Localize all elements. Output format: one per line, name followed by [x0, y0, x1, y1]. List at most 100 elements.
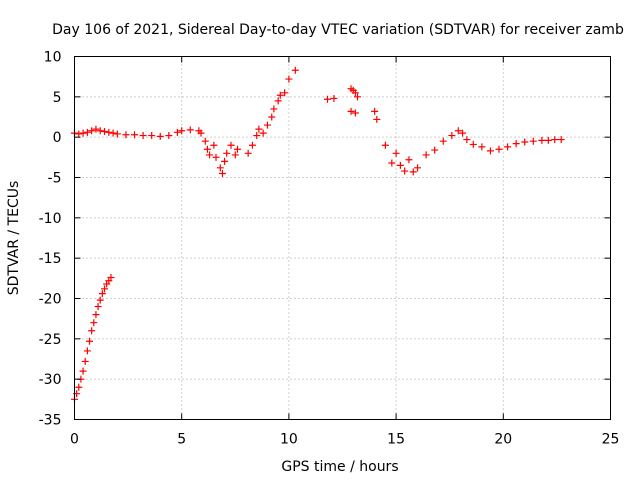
data-point [221, 157, 229, 165]
y-tick-label: -30 [39, 372, 62, 388]
data-point [409, 168, 417, 176]
data-point [538, 136, 546, 144]
data-point [551, 136, 559, 144]
data-point [83, 128, 91, 136]
data-point [521, 138, 529, 146]
x-tick-label: 20 [494, 432, 512, 448]
data-point [439, 137, 447, 145]
data-point [276, 91, 284, 99]
axis-ticks [74, 56, 611, 420]
data-point [486, 147, 494, 155]
data-point [212, 153, 220, 161]
data-point [255, 125, 263, 133]
data-point [156, 132, 164, 140]
data-point [469, 140, 477, 148]
data-point [113, 130, 121, 138]
y-tick-label: -10 [39, 211, 62, 227]
data-point [98, 290, 106, 298]
data-point [218, 169, 226, 177]
data-point [392, 149, 400, 157]
data-point [544, 136, 552, 144]
data-point [216, 164, 224, 172]
data-point [448, 132, 456, 140]
data-point [270, 105, 278, 113]
data-point [96, 296, 104, 304]
data-point [92, 125, 100, 133]
data-point [79, 367, 87, 375]
data-point [529, 137, 537, 145]
data-point [268, 113, 276, 121]
data-point [81, 357, 89, 365]
data-point [201, 137, 209, 145]
y-tick-label: 5 [53, 90, 62, 106]
data-point [463, 136, 471, 144]
chart-title: Day 106 of 2021, Sidereal Day-to-day VTE… [52, 22, 624, 38]
data-point [173, 128, 181, 136]
y-tick-labels: 10 5 0 -5 -10 -15 -20 -25 -30 -35 [39, 50, 62, 429]
data-point [79, 129, 87, 137]
data-point [223, 149, 231, 157]
data-point [75, 130, 83, 138]
data-point [101, 128, 109, 136]
y-tick-label: 10 [44, 50, 62, 66]
data-point [263, 121, 271, 129]
data-point [92, 311, 100, 319]
x-tick-label: 10 [280, 432, 298, 448]
y-tick-label: -15 [39, 251, 62, 267]
data-point [285, 75, 293, 83]
data-point [94, 303, 102, 311]
data-point [210, 141, 218, 149]
y-tick-label: 0 [53, 130, 62, 146]
data-point [233, 145, 241, 153]
plot-frame [74, 56, 611, 420]
data-point [512, 140, 520, 148]
data-point [253, 132, 261, 140]
x-tick-label: 15 [387, 432, 405, 448]
data-point [291, 66, 299, 74]
data-point [459, 129, 467, 137]
data-point [83, 347, 91, 355]
data-point [478, 143, 486, 151]
data-point [131, 131, 139, 139]
data-point [178, 127, 186, 135]
data-point [96, 127, 104, 135]
data-point [281, 89, 289, 97]
data-point [90, 319, 98, 327]
data-point [401, 167, 409, 175]
data-point [557, 136, 565, 144]
data-point [351, 109, 359, 117]
data-point [388, 159, 396, 167]
data-point [454, 127, 462, 135]
data-point [259, 129, 267, 137]
data-point [347, 107, 355, 115]
data-point [88, 327, 96, 335]
data-point [109, 129, 117, 137]
y-tick-label: -35 [39, 413, 62, 429]
data-point [504, 143, 512, 151]
data-point [381, 141, 389, 149]
data-point [371, 107, 379, 115]
data-point [203, 145, 211, 153]
data-point [227, 141, 235, 149]
y-axis-label: SDTVAR / TECUs [6, 181, 22, 296]
data-point [197, 129, 205, 137]
data-point [148, 132, 156, 140]
data-point [422, 151, 430, 159]
data-point [495, 145, 503, 153]
grid [74, 56, 611, 420]
data-point [86, 337, 94, 345]
data-point [323, 95, 331, 103]
data-point [231, 151, 239, 159]
x-tick-label: 0 [70, 432, 79, 448]
data-point [405, 156, 413, 164]
x-tick-label: 5 [177, 432, 186, 448]
data-point [101, 285, 109, 293]
data-point [373, 115, 381, 123]
y-tick-label: -5 [48, 171, 62, 187]
data-point [105, 128, 113, 136]
data-points [71, 66, 565, 403]
data-point [351, 89, 359, 97]
data-point [330, 94, 338, 102]
data-point [354, 93, 362, 101]
